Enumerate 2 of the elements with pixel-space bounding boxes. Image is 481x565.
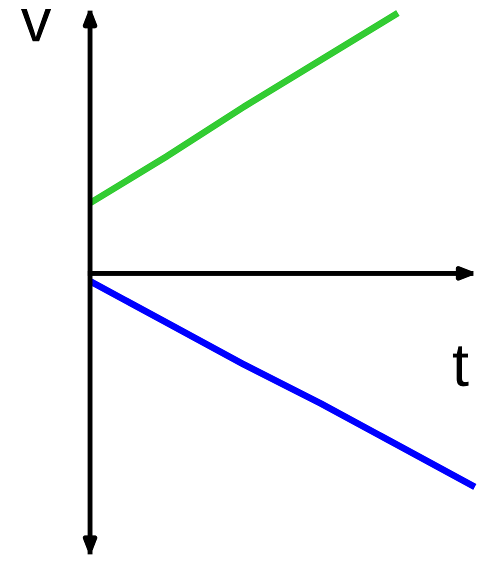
y-axis-title: v [21,8,52,42]
x-axis-title: t [452,346,469,386]
